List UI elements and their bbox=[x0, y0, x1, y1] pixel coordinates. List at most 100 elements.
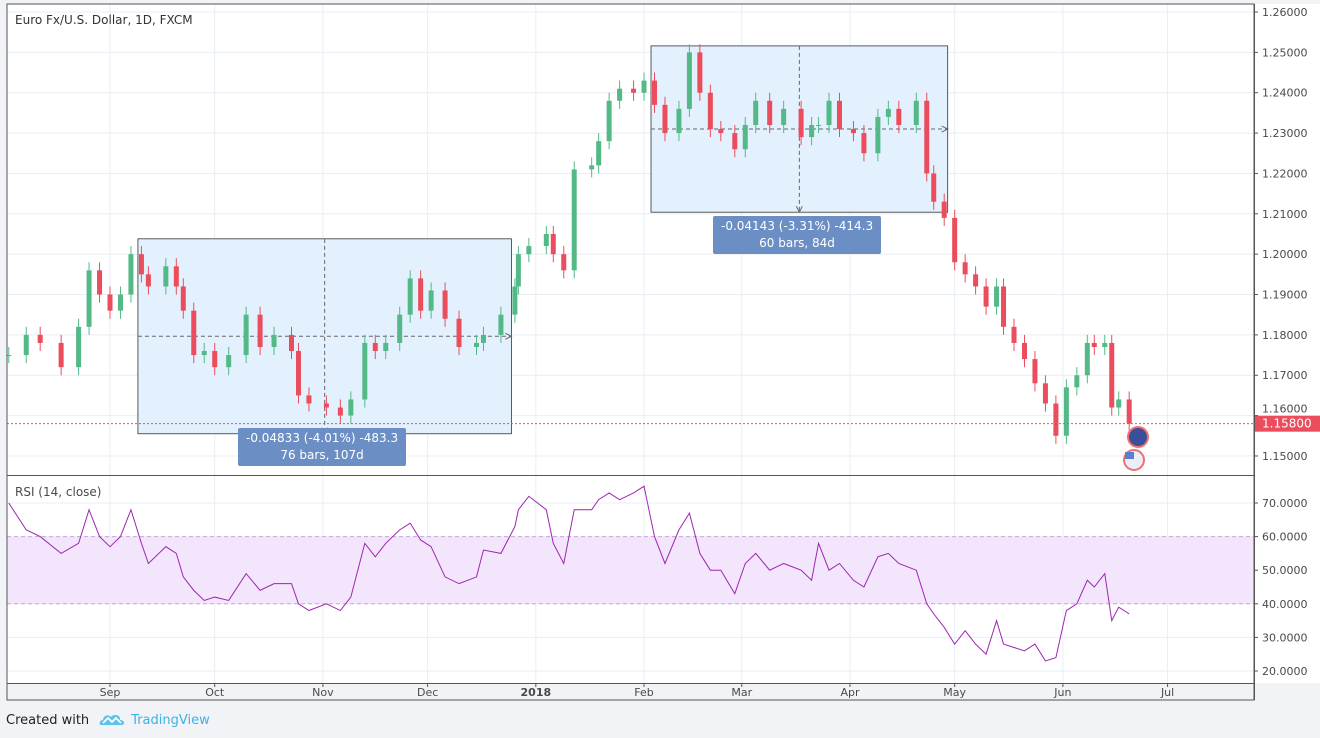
candle-body bbox=[1074, 375, 1080, 388]
rsi-title: RSI (14, close) bbox=[15, 485, 101, 499]
measure-label-2-bars: 60 bars, 84d bbox=[759, 236, 835, 250]
candle-body bbox=[480, 334, 486, 343]
last-price-badge bbox=[1254, 415, 1320, 432]
time-tick-label: Jun bbox=[1053, 686, 1071, 699]
candle-body bbox=[896, 108, 902, 126]
price-axis[interactable] bbox=[1254, 4, 1320, 683]
price-tick-label: 1.19000 bbox=[1262, 289, 1308, 302]
candle-body bbox=[631, 88, 637, 93]
candle-body bbox=[571, 169, 577, 271]
candle-body bbox=[498, 314, 504, 335]
candle-body bbox=[641, 80, 647, 93]
candle-body bbox=[201, 351, 207, 356]
candle-body bbox=[596, 141, 602, 166]
price-tick-label: 1.24000 bbox=[1262, 87, 1308, 100]
time-tick-label: Nov bbox=[312, 686, 334, 699]
candle-body bbox=[1001, 286, 1007, 327]
candle-body bbox=[1032, 359, 1038, 384]
price-tick-label: 1.15000 bbox=[1262, 450, 1308, 463]
candle-body bbox=[550, 233, 556, 255]
candle-body bbox=[173, 266, 179, 287]
rsi-tick-label: 60.0000 bbox=[1262, 531, 1308, 544]
tradingview-link[interactable]: TradingView bbox=[131, 712, 210, 728]
candle-body bbox=[289, 334, 295, 352]
candle-body bbox=[652, 80, 658, 105]
candle-body bbox=[931, 173, 937, 202]
measure-label-1: -0.04833 (-4.01%) -483.3 76 bars, 107d bbox=[238, 428, 407, 466]
chart-svg[interactable]: 1.15800 Sep Oct Nov Dec 2018 Feb Mar Apr May Jun J… bbox=[0, 0, 1320, 702]
candle-body bbox=[243, 314, 249, 356]
candle-body bbox=[798, 108, 804, 138]
candle-body bbox=[428, 290, 434, 311]
candle-body bbox=[58, 342, 64, 368]
price-tick-label: 1.20000 bbox=[1262, 248, 1308, 261]
candle-body bbox=[323, 403, 329, 408]
candle-body bbox=[1091, 342, 1097, 347]
candle-body bbox=[753, 100, 759, 126]
measure-label-1-change: -0.04833 (-4.01%) -483.3 bbox=[246, 431, 399, 445]
candle-body bbox=[973, 274, 979, 287]
candle-body bbox=[306, 395, 312, 404]
candle-body bbox=[1053, 403, 1059, 436]
rsi-tick-label: 30.0000 bbox=[1262, 631, 1308, 644]
candle-body bbox=[295, 351, 301, 396]
created-with-text: Created with bbox=[6, 712, 90, 728]
candle-body bbox=[37, 334, 43, 343]
candle-body bbox=[1011, 326, 1017, 343]
candle-body bbox=[686, 52, 692, 109]
candle-body bbox=[372, 342, 378, 352]
candle-body bbox=[180, 286, 186, 311]
candle-body bbox=[836, 100, 842, 130]
candle-body bbox=[473, 342, 479, 347]
candle-body bbox=[6, 355, 12, 357]
price-tick-label: 1.23000 bbox=[1262, 127, 1308, 140]
time-tick-label: Dec bbox=[417, 686, 438, 699]
candle-body bbox=[337, 407, 343, 416]
candle-body bbox=[732, 133, 738, 150]
candle-body bbox=[97, 270, 103, 295]
candle-body bbox=[442, 290, 448, 319]
candle-body bbox=[1084, 342, 1090, 376]
candle-body bbox=[348, 399, 354, 416]
rsi-tick-label: 50.0000 bbox=[1262, 564, 1308, 577]
time-tick-label: 2018 bbox=[521, 686, 552, 699]
candle-body bbox=[924, 100, 930, 174]
time-tick-label: Feb bbox=[634, 686, 653, 699]
candle-body bbox=[952, 217, 958, 263]
candle-body bbox=[515, 254, 521, 287]
candle-body bbox=[1126, 399, 1132, 424]
candle-body bbox=[212, 351, 218, 368]
time-tick-label: Oct bbox=[205, 686, 225, 699]
candle-body bbox=[1063, 387, 1069, 436]
candle-body bbox=[543, 233, 549, 247]
tradingview-logo-icon bbox=[99, 714, 125, 725]
candle-body bbox=[418, 278, 424, 311]
price-tick-label: 1.17000 bbox=[1262, 369, 1308, 382]
candle-body bbox=[23, 334, 29, 356]
candle-body bbox=[76, 326, 82, 368]
candle-body bbox=[257, 314, 263, 347]
candle-body bbox=[809, 125, 815, 138]
candle-body bbox=[526, 246, 532, 255]
rsi-tick-label: 20.0000 bbox=[1262, 665, 1308, 678]
last-price-label: 1.15800 bbox=[1262, 417, 1312, 431]
candle-body bbox=[617, 88, 623, 101]
price-tick-label: 1.18000 bbox=[1262, 329, 1308, 342]
candle-body bbox=[107, 294, 113, 311]
candle-body bbox=[962, 262, 968, 275]
candle-body bbox=[781, 108, 787, 126]
candle-body bbox=[1116, 399, 1122, 408]
price-tick-label: 1.16000 bbox=[1262, 403, 1308, 416]
price-tick-label: 1.26000 bbox=[1262, 6, 1308, 19]
candle-body bbox=[875, 116, 881, 154]
candle-body bbox=[271, 334, 277, 347]
candle-body bbox=[226, 355, 232, 368]
time-tick-label: Apr bbox=[840, 686, 860, 699]
rsi-band bbox=[7, 536, 1254, 604]
candle-body bbox=[561, 254, 567, 271]
candle-body bbox=[117, 294, 123, 311]
arrow-right-icon bbox=[505, 332, 513, 340]
candle-body bbox=[767, 100, 773, 126]
measure-label-2-change: -0.04143 (-3.31%) -414.3 bbox=[721, 219, 874, 233]
candle-body bbox=[145, 274, 151, 287]
